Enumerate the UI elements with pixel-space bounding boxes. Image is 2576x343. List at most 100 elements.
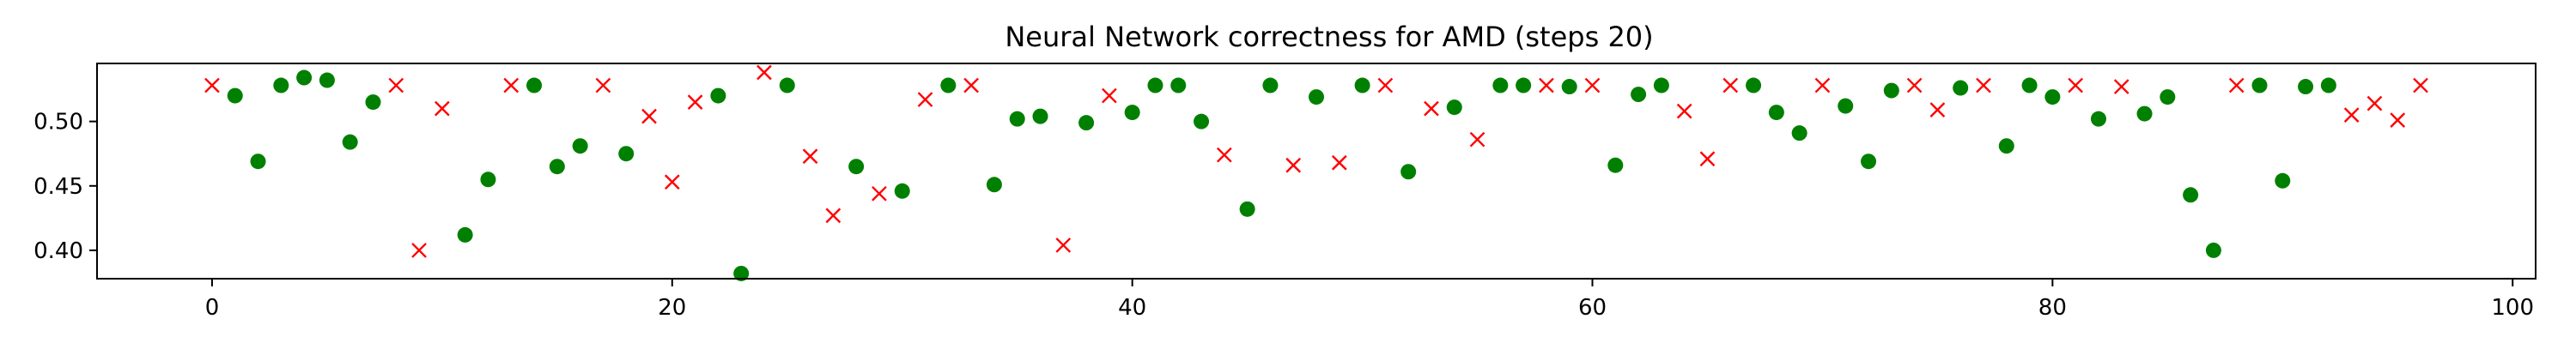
x-tick-label: 80 (2038, 295, 2067, 321)
data-point-circle (2320, 77, 2336, 93)
data-point-x (917, 92, 933, 107)
data-point-circle (1492, 77, 1509, 93)
data-point-x (1676, 103, 1692, 119)
data-point-circle (1354, 77, 1370, 93)
data-point-circle (342, 134, 358, 150)
y-tick-label: 0.50 (33, 110, 83, 135)
data-point-x (2228, 77, 2245, 93)
data-point-circle (1516, 77, 1532, 93)
data-point-x (802, 148, 818, 165)
data-point-circle (1953, 80, 1969, 96)
data-point-x (1699, 151, 1716, 167)
data-point-x (1906, 77, 1923, 93)
data-point-circle (986, 177, 1002, 193)
x-tick-label: 20 (658, 295, 686, 321)
data-point-x (434, 100, 450, 117)
data-point-circle (2205, 242, 2221, 258)
data-point-x (1469, 131, 1485, 147)
data-point-circle (894, 183, 910, 199)
data-point-x (204, 77, 220, 93)
data-point-x (388, 77, 404, 93)
x-tick-label: 0 (205, 295, 220, 321)
data-point-circle (1239, 201, 1255, 217)
y-tick-label: 0.45 (33, 174, 83, 200)
data-point-x (1055, 238, 1072, 253)
data-point-x (1285, 157, 1302, 173)
data-point-x (825, 208, 841, 224)
y-tick-label: 0.40 (33, 238, 83, 264)
data-point-circle (1561, 79, 1577, 95)
data-point-circle (1653, 77, 1669, 93)
data-point-x (641, 108, 657, 124)
x-tick-label: 40 (1118, 295, 1146, 321)
axis-ticks: 0 20 40 60 80 100 0.40 0.45 0.50 (33, 110, 2534, 321)
data-point-x (2113, 79, 2129, 94)
data-point-circle (1309, 89, 1324, 105)
data-point-circle (1861, 153, 1877, 170)
data-point-circle (2160, 89, 2176, 105)
x-tick-label: 60 (1578, 295, 1607, 321)
data-point-x (503, 77, 519, 93)
data-point-x (756, 64, 772, 81)
data-point-x (1722, 77, 1739, 93)
data-point-circle (1746, 77, 1762, 93)
data-point-circle (457, 226, 473, 243)
data-point-circle (1631, 87, 1647, 103)
data-point-circle (710, 87, 726, 104)
data-point-circle (1768, 105, 1784, 121)
data-point-circle (779, 77, 795, 93)
data-point-circle (1078, 115, 1095, 131)
data-point-circle (480, 172, 496, 188)
data-point-circle (1400, 164, 1417, 180)
data-point-x (1102, 87, 1117, 104)
data-point-x (687, 94, 703, 110)
chart-title: Neural Network correctness for AMD (step… (1005, 21, 1653, 53)
data-point-circle (2251, 77, 2268, 93)
data-point-x (1539, 77, 1554, 93)
data-point-x (2343, 107, 2360, 123)
data-point-circle (2136, 105, 2153, 122)
data-point-circle (1262, 77, 1279, 93)
plot-marks (204, 64, 2428, 281)
data-point-circle (940, 77, 957, 93)
data-point-circle (1791, 125, 1807, 141)
data-point-circle (526, 77, 543, 93)
data-point-circle (273, 77, 289, 93)
data-point-circle (319, 72, 335, 88)
data-point-circle (2090, 111, 2106, 127)
data-point-circle (2044, 89, 2061, 105)
data-point-x (1929, 102, 1946, 117)
data-point-x (1584, 77, 1601, 93)
data-point-x (2390, 112, 2406, 128)
data-point-x (872, 185, 887, 202)
data-point-circle (733, 265, 750, 281)
data-point-x (1814, 77, 1831, 93)
data-point-x (1216, 147, 1232, 163)
data-point-circle (1838, 98, 1854, 114)
data-point-circle (1032, 108, 1048, 124)
plot-frame (96, 63, 2537, 280)
data-point-x (411, 243, 427, 258)
data-point-circle (365, 94, 381, 111)
data-point-circle (572, 138, 588, 154)
data-point-x (2068, 77, 2083, 93)
data-point-x (1424, 100, 1439, 117)
data-point-circle (2021, 77, 2038, 93)
data-point-x (1331, 154, 1347, 171)
data-point-x (1377, 77, 1394, 93)
data-point-circle (2298, 79, 2314, 95)
data-point-circle (227, 87, 243, 104)
data-point-x (2413, 77, 2428, 93)
data-point-x (2366, 95, 2383, 111)
data-point-circle (1998, 138, 2014, 154)
data-point-circle (1883, 82, 1899, 99)
data-point-circle (1124, 105, 1140, 121)
data-point-x (595, 77, 611, 93)
data-point-circle (250, 153, 266, 170)
data-point-x (1976, 77, 1991, 93)
data-point-circle (618, 146, 635, 162)
data-point-circle (1170, 77, 1187, 93)
data-point-circle (2275, 172, 2291, 189)
x-tick-label: 100 (2491, 295, 2534, 321)
